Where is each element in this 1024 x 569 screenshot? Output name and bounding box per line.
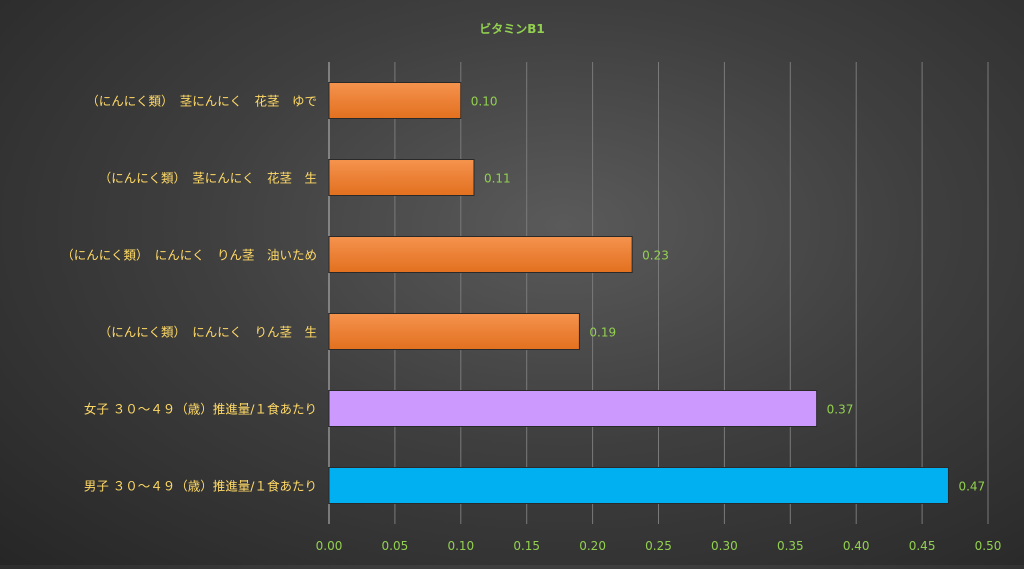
x-tick-label: 0.40 xyxy=(843,539,870,553)
x-tick-label: 0.15 xyxy=(513,539,540,553)
x-tick-label: 0.25 xyxy=(645,539,672,553)
category-label: 女子 ３０～４９（歳）推進量/１食あたり xyxy=(84,402,317,417)
x-tick-label: 0.05 xyxy=(382,539,409,553)
data-label: 0.19 xyxy=(589,326,616,340)
data-label: 0.37 xyxy=(827,403,854,417)
bar xyxy=(328,159,475,196)
data-labels: 0.10 0.11 0.23 0.19 0.37 0.47 xyxy=(471,95,985,494)
category-label: （にんにく類） にんにく りん茎 生 xyxy=(99,325,317,340)
x-tick-label: 0.50 xyxy=(975,539,1002,553)
bar xyxy=(328,467,949,504)
x-tick-label: 0.35 xyxy=(777,539,804,553)
data-label: 0.10 xyxy=(471,95,498,109)
x-axis-ticks: 0.00 0.05 0.10 0.15 0.20 0.25 0.30 0.35 0.40 0.45… xyxy=(316,539,1002,553)
gridlines xyxy=(328,62,989,524)
bar xyxy=(328,82,462,119)
bar xyxy=(328,390,818,427)
bars xyxy=(328,82,949,504)
x-tick-label: 0.30 xyxy=(711,539,738,553)
data-label: 0.47 xyxy=(958,480,985,494)
category-label: （にんにく類） 茎にんにく 花茎 生 xyxy=(99,171,317,186)
x-tick-label: 0.10 xyxy=(447,539,474,553)
data-label: 0.23 xyxy=(642,249,669,263)
chart-title: ビタミンB1 xyxy=(479,21,545,36)
x-tick-label: 0.45 xyxy=(909,539,936,553)
category-labels: （にんにく類） 茎にんにく 花茎 ゆで （にんにく類） 茎にんにく 花茎 生 （にん… xyxy=(61,94,317,494)
category-label: 男子 ３０～４９（歳）推進量/１食あたり xyxy=(84,479,317,494)
category-label: （にんにく類） にんにく りん茎 油いため xyxy=(61,248,317,263)
bar xyxy=(328,236,633,273)
x-tick-label: 0.20 xyxy=(579,539,606,553)
data-label: 0.11 xyxy=(484,172,511,186)
category-label: （にんにく類） 茎にんにく 花茎 ゆで xyxy=(86,94,317,109)
bar xyxy=(328,313,580,350)
x-tick-label: 0.00 xyxy=(316,539,343,553)
